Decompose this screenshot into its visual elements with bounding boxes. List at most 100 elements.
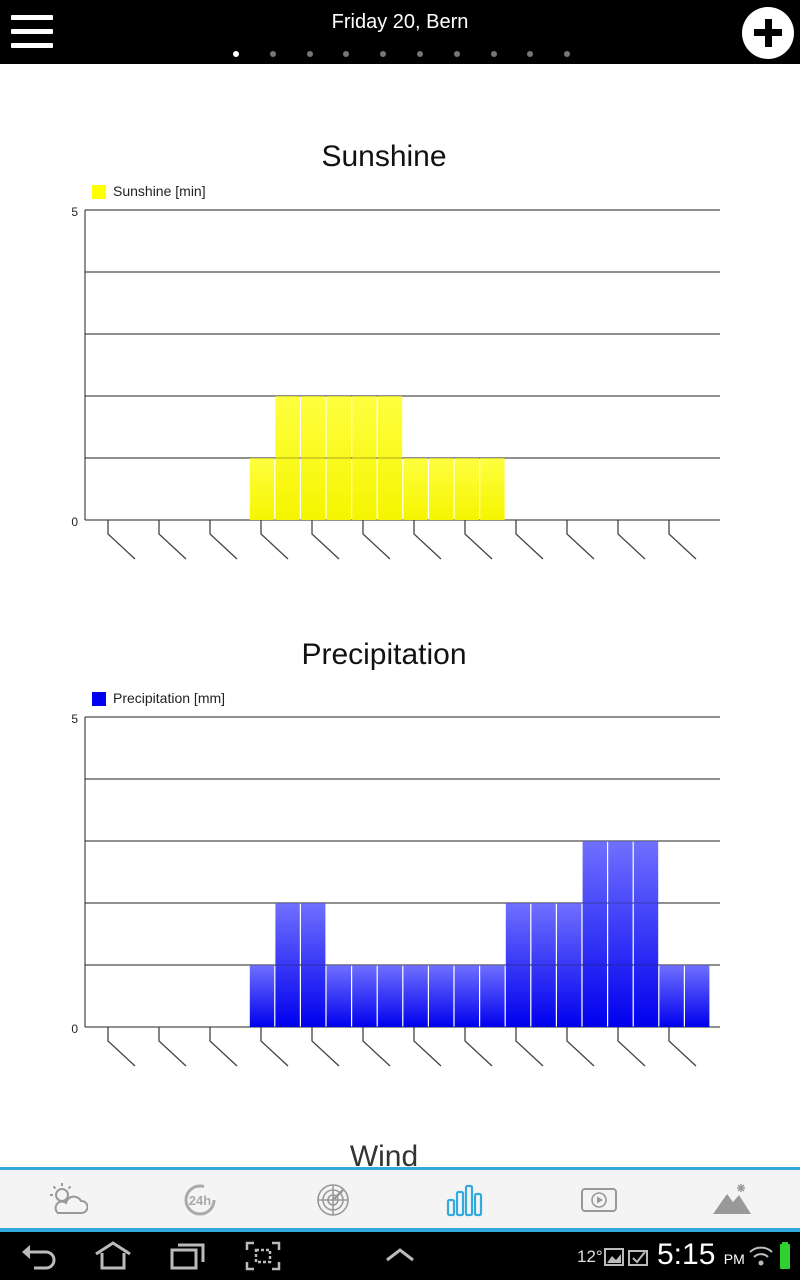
page-dot[interactable] — [306, 51, 313, 57]
page-dot[interactable] — [564, 51, 571, 57]
y-tick-label: 0 — [71, 515, 78, 529]
page-dot[interactable] — [417, 51, 423, 57]
page-dot[interactable] — [343, 51, 350, 57]
bar — [557, 903, 582, 1027]
bar — [633, 841, 659, 1027]
legend-label: Sunshine [min] — [113, 183, 206, 199]
bar — [429, 458, 454, 520]
x-tick-mark — [311, 520, 340, 560]
tab-weather[interactable] — [0, 1170, 133, 1228]
sunshine-chart-title: Sunshine — [321, 140, 447, 173]
x-tick-mark — [464, 1027, 493, 1067]
x-tick-mark — [566, 520, 595, 560]
bar — [326, 396, 351, 520]
legend-swatch — [92, 185, 106, 199]
bottom-tab-bar: 24h — [0, 1167, 800, 1232]
y-tick-label: 5 — [71, 712, 78, 726]
bar — [659, 965, 684, 1027]
page-dot[interactable] — [527, 51, 534, 57]
x-tick-mark — [209, 1027, 238, 1067]
legend-label: Precipitation [mm] — [113, 690, 226, 706]
tab-video[interactable] — [532, 1170, 665, 1228]
bar — [377, 965, 403, 1027]
page-dot[interactable] — [233, 51, 239, 57]
clock-ampm: PM — [723, 1251, 745, 1267]
home-icon[interactable] — [92, 1240, 134, 1272]
weather-icon — [50, 1183, 88, 1214]
bar — [403, 458, 428, 520]
x-tick-mark — [668, 520, 697, 560]
x-tick-mark — [515, 1027, 544, 1067]
bar — [326, 965, 351, 1027]
x-tick-mark — [515, 520, 544, 560]
page-dot[interactable] — [490, 51, 497, 57]
tab-mountain[interactable] — [665, 1170, 798, 1228]
bar — [275, 396, 300, 520]
page-dot[interactable] — [380, 51, 387, 57]
x-tick-mark — [260, 1027, 289, 1067]
bar — [403, 965, 428, 1027]
sunshine-chart: 05 — [71, 205, 720, 560]
radar-icon — [317, 1184, 349, 1216]
menu-icon[interactable] — [10, 12, 54, 52]
precipitation-chart-title: Precipitation — [301, 638, 467, 671]
x-tick-mark — [617, 520, 646, 560]
x-tick-mark — [209, 520, 238, 560]
bar — [608, 841, 633, 1027]
24h-icon: 24h — [184, 1184, 216, 1216]
bar — [582, 841, 607, 1027]
x-tick-mark — [413, 520, 442, 560]
tab-radar[interactable] — [266, 1170, 399, 1228]
status-temperature: 12° — [577, 1247, 603, 1266]
chevron-up-icon[interactable] — [384, 1240, 416, 1272]
page-dot[interactable] — [269, 51, 276, 57]
recent-apps-icon[interactable] — [168, 1240, 208, 1272]
bar — [531, 903, 556, 1027]
bar — [685, 965, 710, 1027]
bar — [480, 965, 505, 1027]
precipitation-chart: 05 — [71, 712, 720, 1067]
x-tick-mark — [464, 520, 493, 560]
x-tick-mark — [362, 520, 391, 560]
status-clock: 5:15 PM — [657, 1238, 745, 1272]
bar-chart-icon — [446, 1184, 483, 1217]
bar — [480, 458, 505, 520]
tab-charts[interactable] — [399, 1170, 532, 1228]
x-tick-mark — [668, 1027, 697, 1067]
back-icon[interactable] — [20, 1240, 58, 1272]
system-navigation-bar: 12° 5:15 PM — [0, 1232, 800, 1280]
clock-time: 5:15 — [657, 1238, 716, 1271]
bar — [249, 965, 275, 1027]
bar — [377, 396, 403, 520]
bar — [301, 903, 326, 1027]
bar — [352, 396, 377, 520]
page-dot[interactable] — [453, 51, 460, 57]
tab-24h[interactable]: 24h — [133, 1170, 266, 1228]
notification-icons — [604, 1248, 648, 1266]
video-icon — [581, 1188, 617, 1212]
legend-swatch — [92, 692, 106, 706]
y-tick-label: 0 — [71, 1022, 78, 1036]
svg-text:24h: 24h — [189, 1193, 211, 1208]
x-tick-mark — [617, 1027, 646, 1067]
x-tick-mark — [158, 520, 187, 560]
bar — [505, 903, 531, 1027]
signal-battery-icons — [749, 1242, 790, 1269]
screenshot-icon[interactable] — [244, 1240, 282, 1272]
bar — [249, 458, 275, 520]
page-title: Friday 20, Bern — [331, 11, 469, 33]
y-tick-label: 5 — [71, 205, 78, 219]
bar — [429, 965, 454, 1027]
app-header: Friday 20, Bern — [0, 0, 800, 64]
mountain-snow-icon — [713, 1184, 751, 1214]
add-location-button[interactable] — [742, 7, 794, 59]
x-tick-mark — [311, 1027, 340, 1067]
x-tick-mark — [107, 1027, 136, 1067]
x-tick-mark — [158, 1027, 187, 1067]
bar — [454, 965, 479, 1027]
x-tick-mark — [413, 1027, 442, 1067]
bar — [454, 458, 479, 520]
x-tick-mark — [566, 1027, 595, 1067]
bar — [352, 965, 377, 1027]
